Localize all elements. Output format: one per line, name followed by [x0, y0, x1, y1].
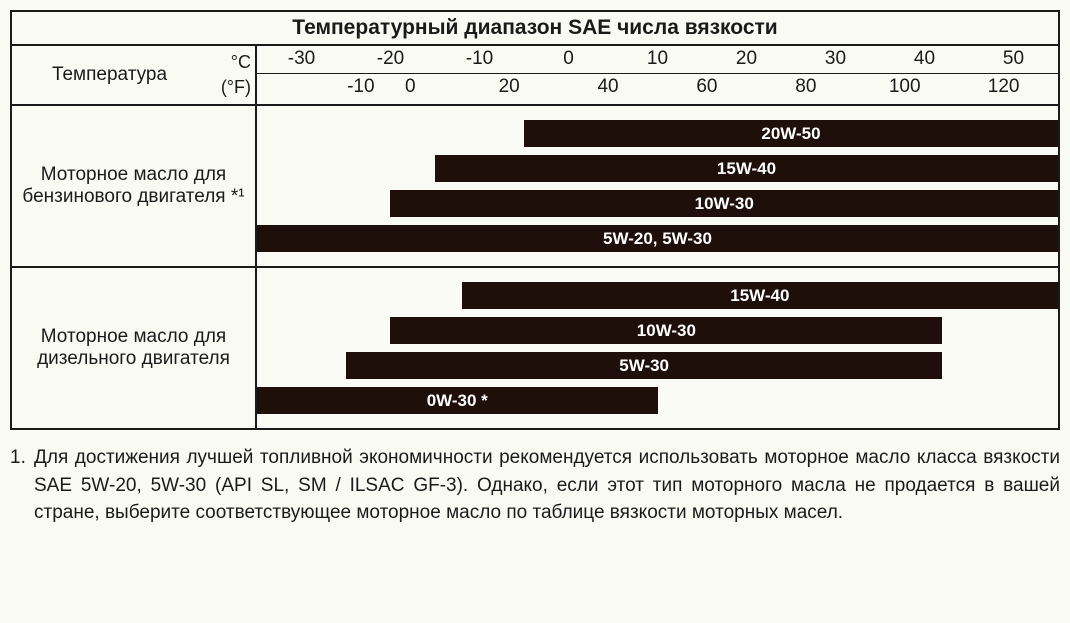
tick-fahrenheit: 0 [405, 76, 416, 98]
bars-column: 20W-50 15W-40 10W-30 5W-20, 5W-30 [257, 106, 1058, 266]
scale-column: -30-20-1001020304050 -10020406080100120 [257, 46, 1058, 104]
viscosity-bar: 10W-30 [390, 317, 942, 344]
viscosity-bar: 15W-40 [462, 282, 1058, 309]
sae-viscosity-chart: Температурный диапазон SAE числа вязкост… [10, 10, 1060, 430]
tick-celsius: -10 [466, 48, 493, 70]
tick-celsius: 0 [563, 48, 574, 70]
section-label: Моторное масло для дизельного двигателя [12, 268, 257, 428]
viscosity-bar: 10W-30 [390, 190, 1058, 217]
viscosity-bar: 5W-30 [346, 352, 942, 379]
tick-celsius: 20 [736, 48, 757, 70]
viscosity-bar: 0W-30 * [257, 387, 658, 414]
tick-fahrenheit: 40 [597, 76, 618, 98]
temperature-label: Температура [16, 64, 203, 86]
tick-fahrenheit: 60 [696, 76, 717, 98]
celsius-scale: -30 -20 -10 0 10 20 30 40 50 [257, 46, 1058, 74]
tick-celsius: 40 [914, 48, 935, 70]
header-row: Температура °C (°F) -30-20-1001020304050… [12, 46, 1058, 106]
temperature-label-cell: Температура °C (°F) [12, 46, 257, 104]
footnote-number: 1. [10, 444, 34, 527]
footnote: 1. Для достижения лучшей топливной эконо… [10, 444, 1060, 527]
viscosity-bar: 5W-20, 5W-30 [257, 225, 1058, 252]
tick-fahrenheit: 20 [499, 76, 520, 98]
tick-celsius: 30 [825, 48, 846, 70]
tick-celsius: 10 [647, 48, 668, 70]
tick-fahrenheit: 100 [889, 76, 921, 98]
tick-celsius: -20 [377, 48, 404, 70]
tick-fahrenheit: 120 [988, 76, 1020, 98]
unit-fahrenheit: (°F) [203, 75, 251, 100]
tick-celsius: -30 [288, 48, 315, 70]
chart-title: Температурный диапазон SAE числа вязкост… [12, 12, 1058, 46]
section-row: Моторное масло для бензинового двигателя… [12, 106, 1058, 268]
tick-celsius: 50 [1003, 48, 1024, 70]
tick-fahrenheit: -10 [347, 76, 374, 98]
viscosity-bar: 15W-40 [435, 155, 1058, 182]
unit-stack: °C (°F) [203, 50, 251, 100]
section-label: Моторное масло для бензинового двигателя… [12, 106, 257, 266]
fahrenheit-scale: -10 0 20 40 60 80 100 120 [257, 74, 1058, 102]
unit-celsius: °C [203, 50, 251, 75]
section-row: Моторное масло для дизельного двигателя1… [12, 268, 1058, 428]
bars-column: 15W-40 10W-30 5W-30 0W-30 * [257, 268, 1058, 428]
sections-container: Моторное масло для бензинового двигателя… [12, 106, 1058, 428]
footnote-text: Для достижения лучшей топливной экономич… [34, 444, 1060, 527]
viscosity-bar: 20W-50 [524, 120, 1058, 147]
tick-fahrenheit: 80 [795, 76, 816, 98]
